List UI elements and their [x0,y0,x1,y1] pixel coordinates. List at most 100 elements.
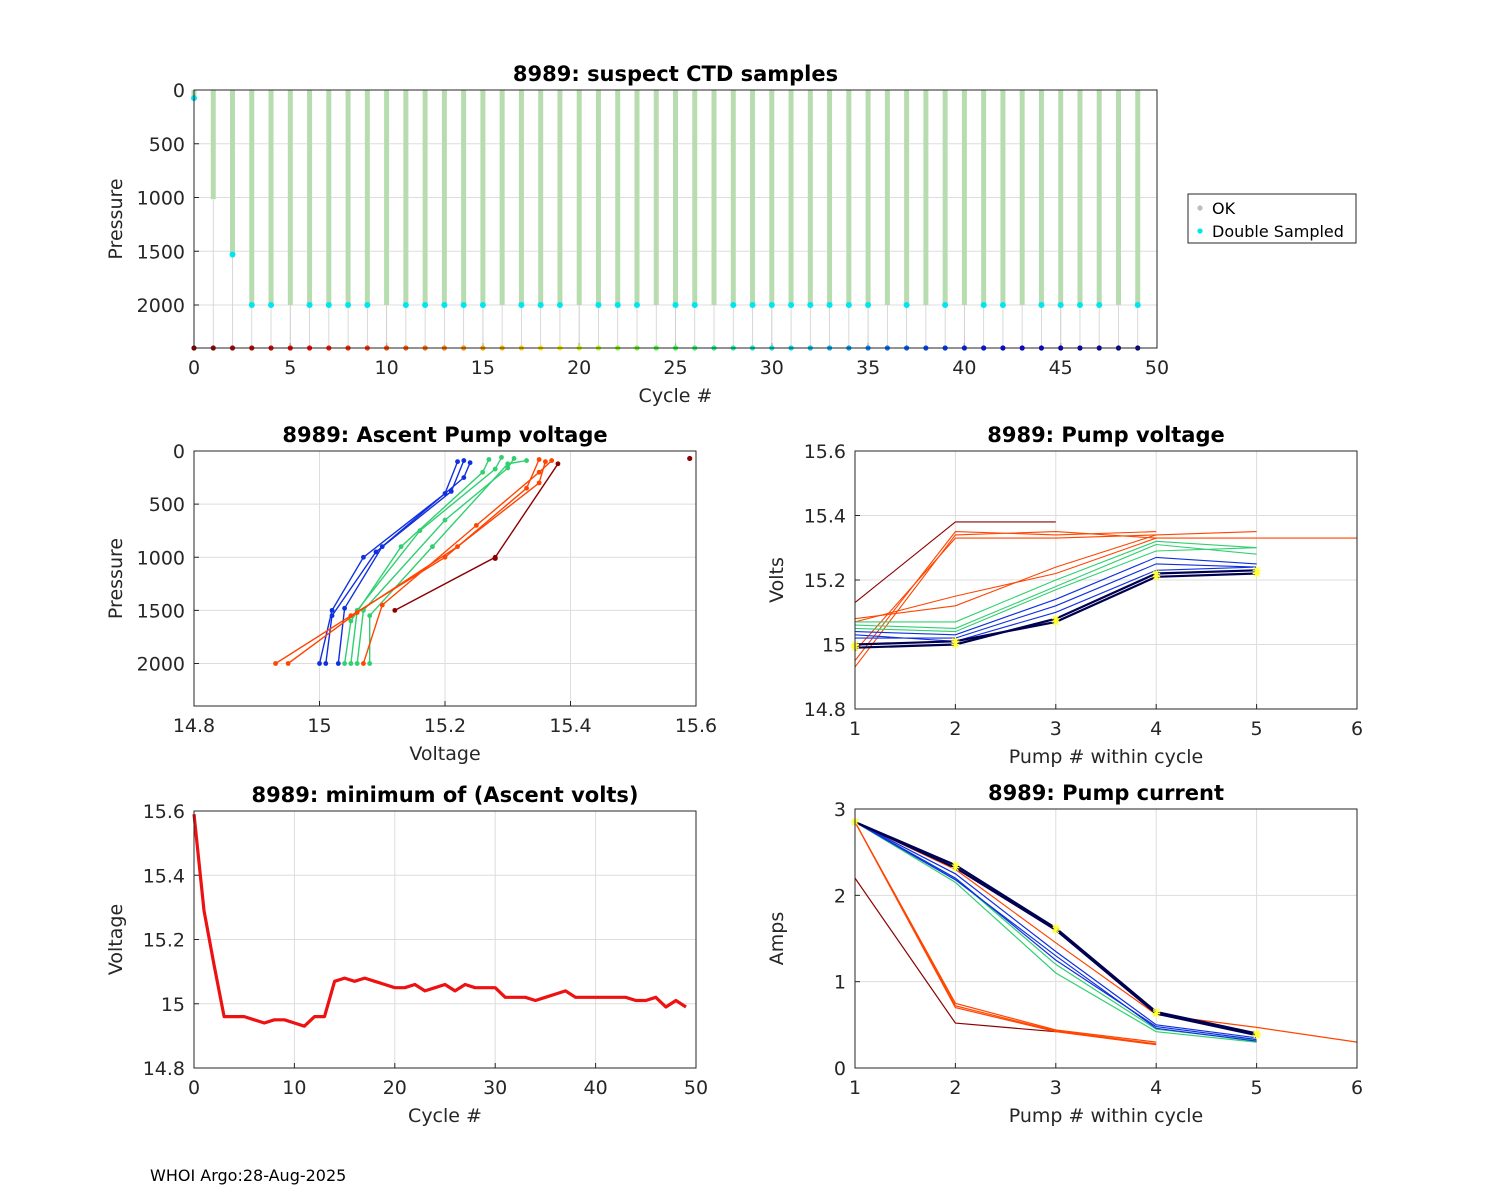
double-sampled-point [1076,302,1083,308]
double-sampled-point [518,302,525,308]
double-sampled-point [325,302,332,308]
double-sampled-point [229,251,236,258]
pump-voltage-line [854,531,1257,620]
x-tick-label: 15.6 [675,715,717,737]
double-sampled-point [788,302,795,308]
double-sampled-point [826,302,833,308]
legend-box [1187,193,1357,244]
double-sampled-point [306,302,313,308]
y-axis-label: Pressure [105,178,127,259]
double-sampled-point [345,302,352,308]
x-tick-label: 15.2 [424,715,466,737]
ascent-point [480,469,486,475]
ascent-point [335,661,341,666]
x-tick-label: 50 [1145,357,1169,379]
x-axis-label: Cycle # [408,1105,482,1127]
footer-credit: WHOI Argo:28-Aug-2025 [150,1166,347,1185]
pump-voltage-line [854,543,1257,629]
y-tick-label: 2000 [137,654,185,676]
double-sampled-point [942,302,949,308]
pump-voltage-line [854,534,1157,652]
ascent-point [361,554,366,560]
ascent-point [361,661,366,666]
y-tick-label: 15.6 [804,441,846,463]
ascent-point [379,544,385,550]
legend-marker [1197,205,1203,211]
x-tick-label: 1 [849,1077,861,1099]
ascent-point [367,661,373,666]
ascent-point [329,613,335,619]
axes-frame [193,450,697,707]
double-sampled-point [402,302,409,308]
pump-voltage-line [854,566,1257,642]
legend-label: OK [1212,199,1236,218]
ascent-point [442,517,448,523]
chart-title: 8989: Ascent Pump voltage [282,423,607,447]
ascent-point [543,459,548,465]
ascent-point [323,661,329,666]
y-tick-label: 0 [834,1058,846,1080]
pump-voltage-line [854,537,1357,623]
double-sampled-point [1057,302,1064,308]
x-tick-label: 3 [1050,1077,1062,1099]
ascent-point [329,607,335,613]
x-tick-label: 15 [307,715,331,737]
star-marker [951,863,960,872]
y-tick-label: 2 [834,885,846,907]
x-tick-label: 5 [284,357,296,379]
y-tick-label: 14.8 [804,699,846,721]
double-sampled-point [1134,302,1141,308]
double-sampled-point [999,302,1006,308]
y-tick-label: 2000 [137,295,185,317]
x-tick-label: 40 [584,1077,608,1099]
star-marker [1252,566,1261,575]
ascent-point [417,528,423,534]
ascent-point [486,457,492,462]
x-tick-label: 25 [663,357,687,379]
series-profiles [191,90,1141,348]
double-sampled-point [479,302,486,308]
pump-current-line [854,821,1257,1039]
x-tick-label: 6 [1351,1077,1363,1099]
ascent-point [536,480,542,486]
x-tick-label: 0 [188,1077,200,1099]
ascent-outlier [492,555,498,561]
series-double-sampled [191,95,1141,308]
star-marker [951,640,960,649]
double-sampled-point [1096,302,1103,308]
chart-title: 8989: Pump voltage [987,423,1225,447]
ascent-point [285,661,291,666]
y-axis-label: Pressure [105,538,127,619]
x-axis-label: Pump # within cycle [1009,746,1204,768]
x-tick-label: 4 [1150,718,1162,740]
chart-pumpv: 1 2 3 4 5 6 14.8 15 15.2 15.4 15.6 8989: Pump volta… [766,423,1363,768]
x-tick-label: 10 [375,357,399,379]
y-tick-label: 15.4 [143,865,185,887]
min-voltage-line [192,814,687,1028]
chart-title: 8989: minimum of (Ascent volts) [251,783,638,807]
ascent-point [273,661,278,666]
series-pump-current [851,817,1358,1046]
double-sampled-point [845,302,852,308]
y-tick-label: 15.4 [804,506,846,528]
x-tick-label: 0 [188,357,200,379]
x-tick-label: 3 [1050,718,1062,740]
axes-frame [193,810,697,1069]
y-tick-label: 15 [822,635,846,657]
x-axis-label: Voltage [409,743,480,765]
chart-minv: 0 10 20 30 40 50 14.8 15 15.2 15.4 15.6 8989: minim… [105,783,708,1127]
x-tick-label: 4 [1150,1077,1162,1099]
double-sampled-point [633,302,640,308]
ascent-point [342,605,347,611]
double-sampled-point [422,302,429,308]
pump-current-line [854,877,1056,1033]
pump-voltage-line [855,540,1257,623]
series-ascent [273,454,693,666]
double-sampled-point [807,302,814,308]
y-tick-label: 14.8 [143,1058,185,1080]
star-marker [1051,614,1060,623]
double-sampled-point [903,302,910,308]
ascent-point [455,459,460,465]
